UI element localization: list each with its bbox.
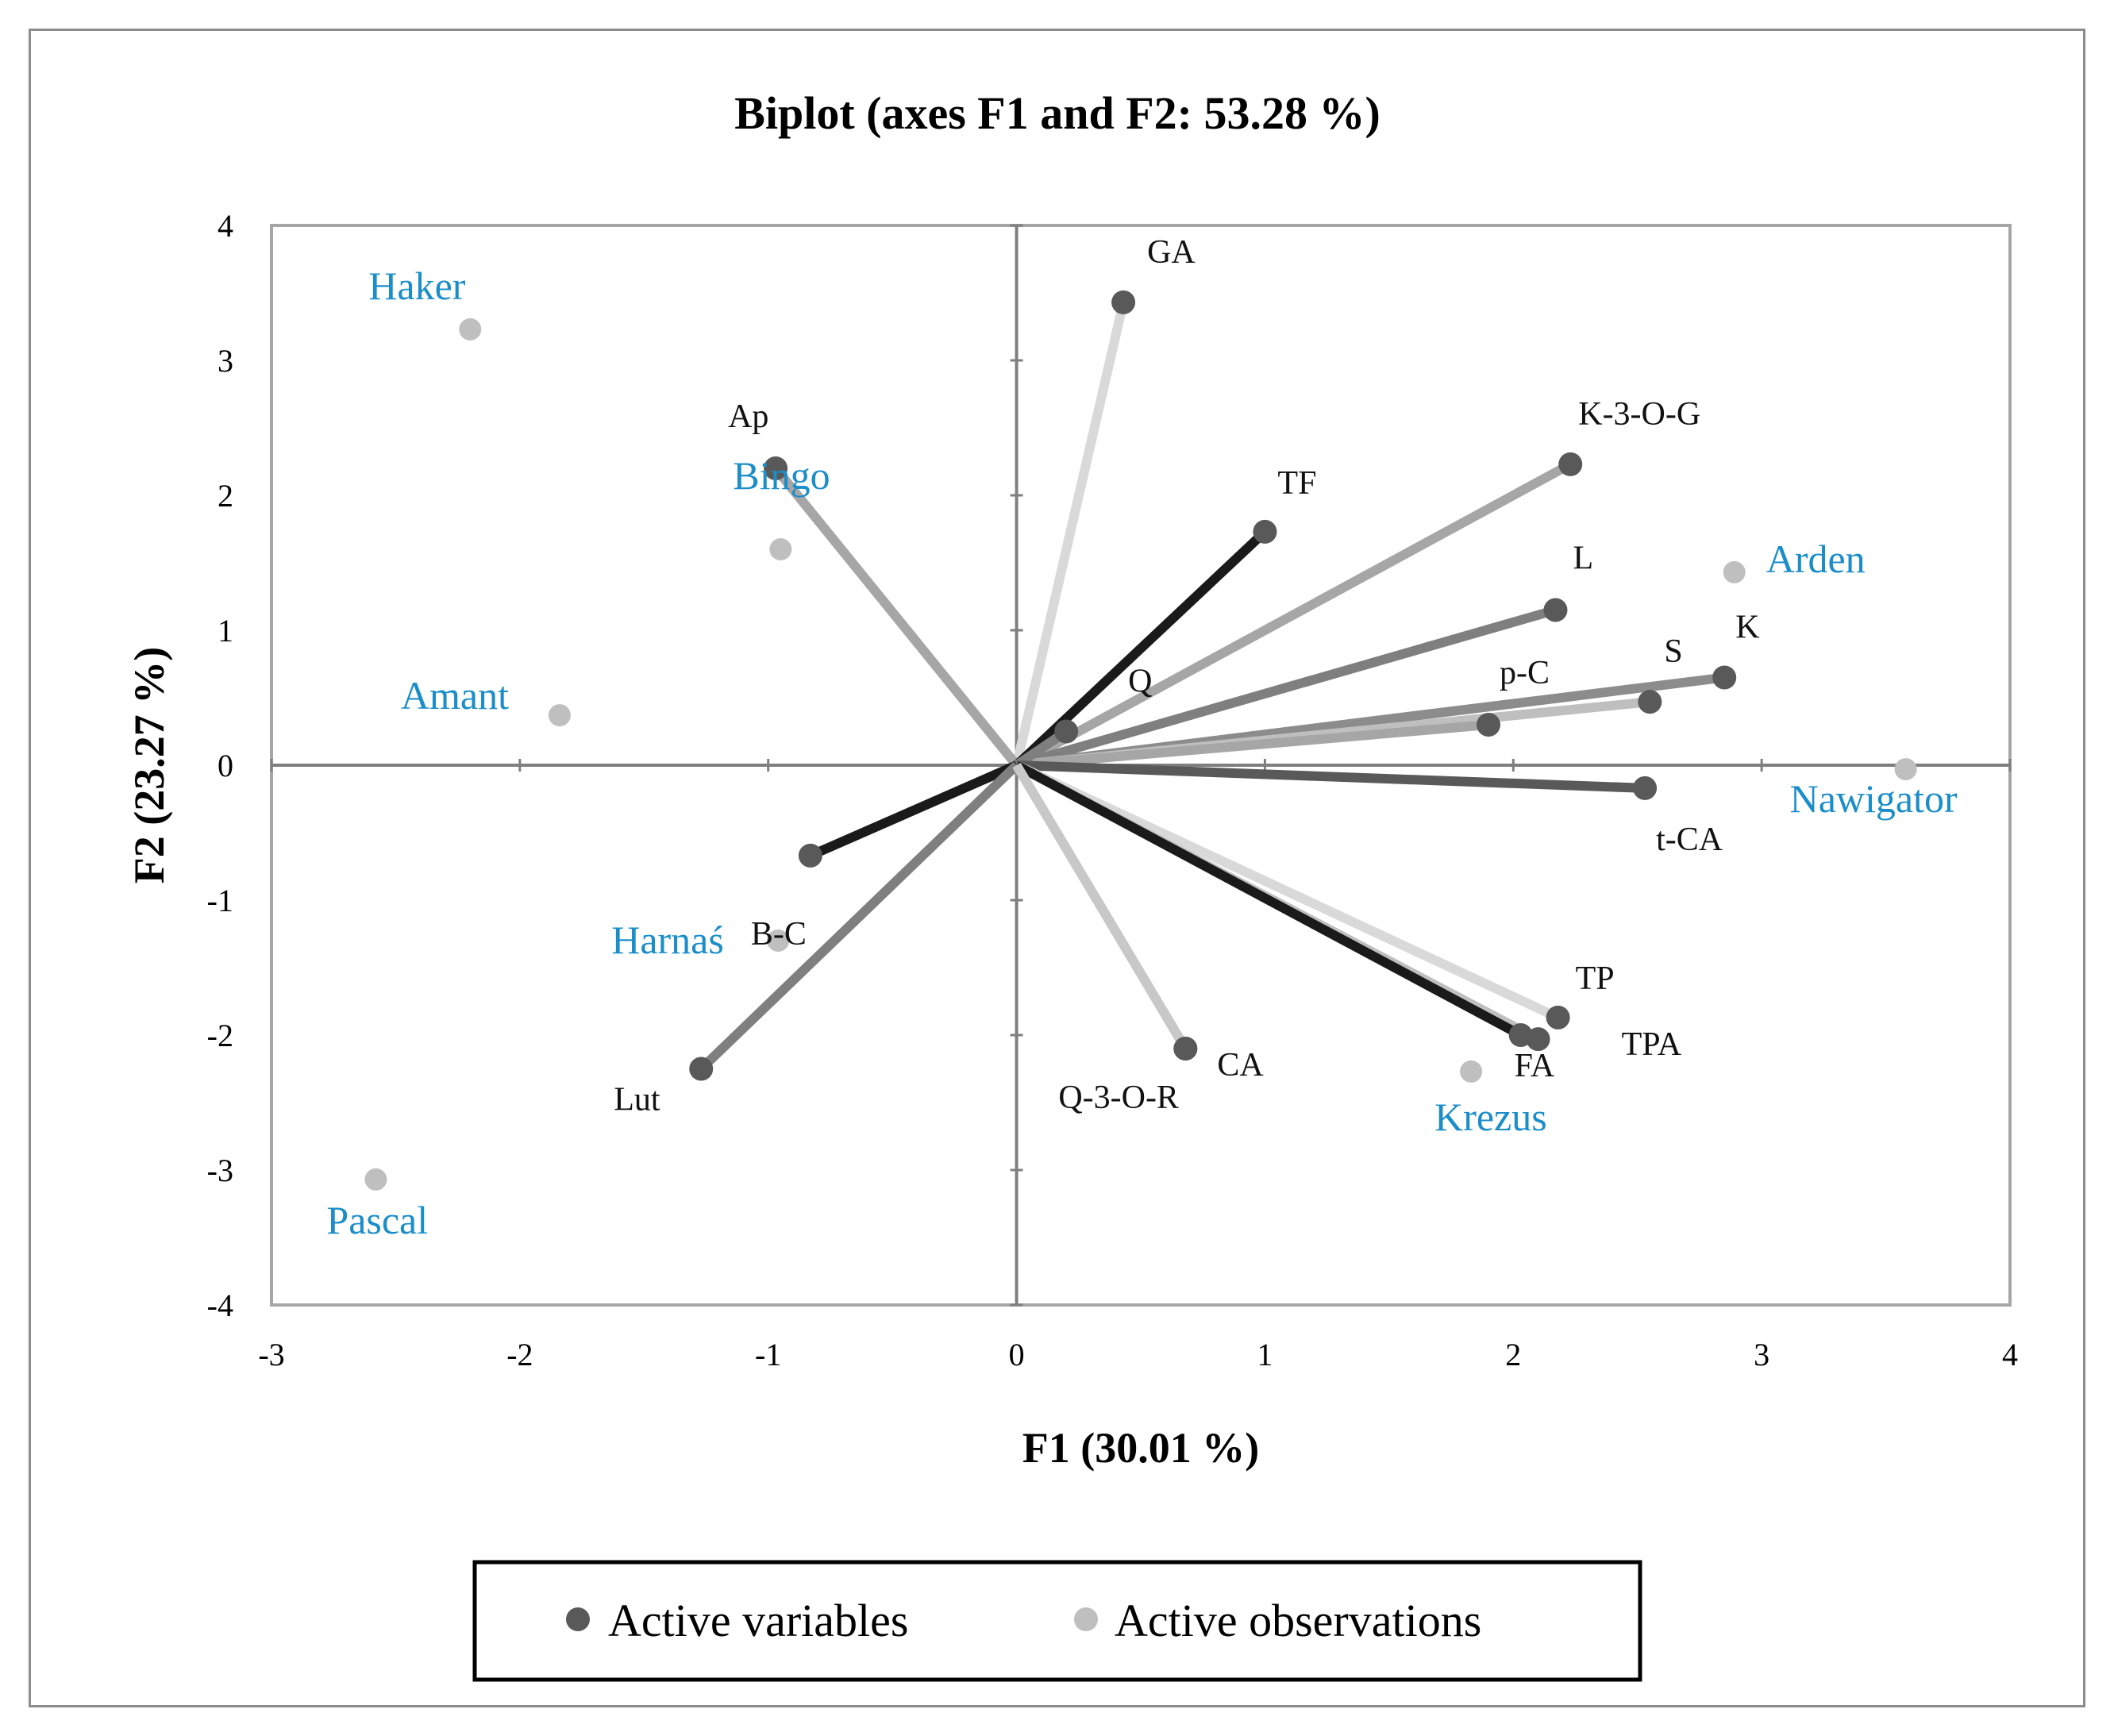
- variable-point-b-c: [798, 843, 822, 868]
- variable-label-fa: FA: [1515, 1048, 1555, 1084]
- variable-point-t-ca: [1633, 776, 1658, 800]
- variable-label-l: L: [1573, 541, 1593, 577]
- y-tick-label: -3: [207, 1153, 233, 1188]
- variable-point-p-c: [1477, 713, 1500, 737]
- variable-vector-t-ca: [1016, 760, 1646, 793]
- variable-label-t-ca: t-CA: [1656, 822, 1723, 858]
- variable-vector-ga: [1011, 301, 1128, 767]
- observations-layer: [364, 318, 1917, 1191]
- variable-point-tp: [1546, 1005, 1570, 1030]
- variable-point-k-3-o-g: [1558, 452, 1583, 476]
- variable-label-ca: CA: [1217, 1047, 1264, 1084]
- variable-point-tf: [1253, 519, 1277, 544]
- variable-vector-p-c: [1016, 720, 1489, 770]
- legend-label-active-variables: Active variables: [608, 1595, 908, 1646]
- variable-label-tpa: TPA: [1622, 1026, 1682, 1063]
- vectors-layer: [689, 290, 1737, 1081]
- variable-point-k: [1712, 665, 1737, 690]
- x-tick-label: 0: [1009, 1337, 1025, 1372]
- y-tick-label: 1: [218, 613, 233, 649]
- x-tick-label: -3: [258, 1337, 284, 1372]
- chart-title: Biplot (axes F1 and F2: 53.28 %): [734, 87, 1380, 139]
- observation-point-haker: [459, 318, 482, 341]
- variable-label-ga: GA: [1147, 234, 1196, 271]
- variable-label-s: S: [1664, 633, 1682, 670]
- legend-marker-active-variables: [566, 1607, 590, 1631]
- variable-vector-ap: [772, 465, 1021, 768]
- variable-label-lut: Lut: [614, 1082, 660, 1118]
- variable-point-fa: [1508, 1023, 1533, 1047]
- variable-point-ga: [1111, 290, 1136, 314]
- legend-label-active-observations: Active observations: [1115, 1595, 1481, 1646]
- x-axis-label: F1 (30.01 %): [1022, 1424, 1259, 1472]
- variable-label-q: Q: [1128, 664, 1152, 700]
- y-tick-label: -1: [207, 883, 233, 918]
- observation-label-haker: Haker: [368, 264, 465, 308]
- observation-label-harnaś: Harnaś: [611, 918, 724, 962]
- variable-vector-lut: [698, 761, 1020, 1072]
- observation-label-bingo: Bingo: [733, 453, 830, 498]
- variable-point-q-3-o-r: [1173, 1037, 1198, 1060]
- variable-label-tf: TF: [1277, 465, 1316, 502]
- legend-box: [472, 1560, 1642, 1682]
- observation-label-nawigator: Nawigator: [1790, 776, 1958, 821]
- variable-point-l: [1543, 598, 1568, 622]
- variable-label-k-3-o-g: K-3-O-G: [1578, 396, 1700, 433]
- y-tick-label: -2: [207, 1018, 233, 1053]
- y-tick-label: 4: [218, 208, 233, 244]
- chart-frame: [29, 29, 2085, 1707]
- variable-point-q: [1054, 719, 1079, 744]
- ticks-layer: -3 -2 -1 0 1 2 3 4 -4 -3 -2 -1 0 1 2 3 4: [207, 208, 2018, 1372]
- variable-point-lut: [689, 1057, 714, 1081]
- observation-label-amant: Amant: [401, 673, 509, 718]
- y-tick-label: 0: [218, 748, 233, 783]
- variable-vector-b-c: [808, 760, 1018, 860]
- y-tick-label: 3: [218, 343, 233, 379]
- x-tick-label: -1: [755, 1337, 781, 1372]
- observation-point-krezus: [1460, 1060, 1483, 1083]
- observation-point-arden: [1723, 560, 1746, 583]
- variable-point-s: [1638, 690, 1662, 714]
- variable-vector-q-3-o-r: [1012, 762, 1190, 1052]
- variable-point-ap: [764, 456, 788, 480]
- x-tick-label: 1: [1257, 1337, 1273, 1372]
- observation-point-bingo: [769, 538, 792, 560]
- x-tick-label: 2: [1505, 1337, 1521, 1372]
- variable-vector-k-3-o-g: [1014, 460, 1573, 770]
- variable-label-b-c: B-C: [751, 916, 807, 953]
- variable-vector-l: [1015, 605, 1558, 770]
- x-tick-label: 3: [1754, 1337, 1769, 1372]
- legend: Active variables Active observations: [472, 1560, 1642, 1682]
- observation-label-krezus: Krezus: [1434, 1095, 1547, 1139]
- x-tick-label: -2: [506, 1337, 533, 1372]
- variable-label-ap: Ap: [728, 398, 768, 435]
- y-axis-label: F2 (23.27 %): [125, 647, 173, 883]
- y-tick-label: -4: [207, 1288, 233, 1323]
- variable-vector-fa: [1014, 760, 1523, 1040]
- variable-label-q-3-o-r: Q-3-O-R: [1058, 1080, 1179, 1116]
- observation-point-nawigator: [1894, 758, 1917, 781]
- legend-marker-active-observations: [1074, 1607, 1098, 1631]
- variable-label-k: K: [1735, 610, 1759, 646]
- observation-label-pascal: Pascal: [326, 1198, 428, 1242]
- observation-label-arden: Arden: [1766, 537, 1866, 581]
- x-tick-label: 4: [2002, 1337, 2018, 1372]
- variable-label-tp: TP: [1576, 960, 1615, 997]
- variable-label-p-c: p-C: [1500, 655, 1550, 691]
- observation-point-harnaś: [767, 930, 790, 952]
- observation-point-amant: [548, 704, 571, 727]
- observation-point-pascal: [364, 1168, 387, 1191]
- y-tick-label: 2: [218, 478, 233, 514]
